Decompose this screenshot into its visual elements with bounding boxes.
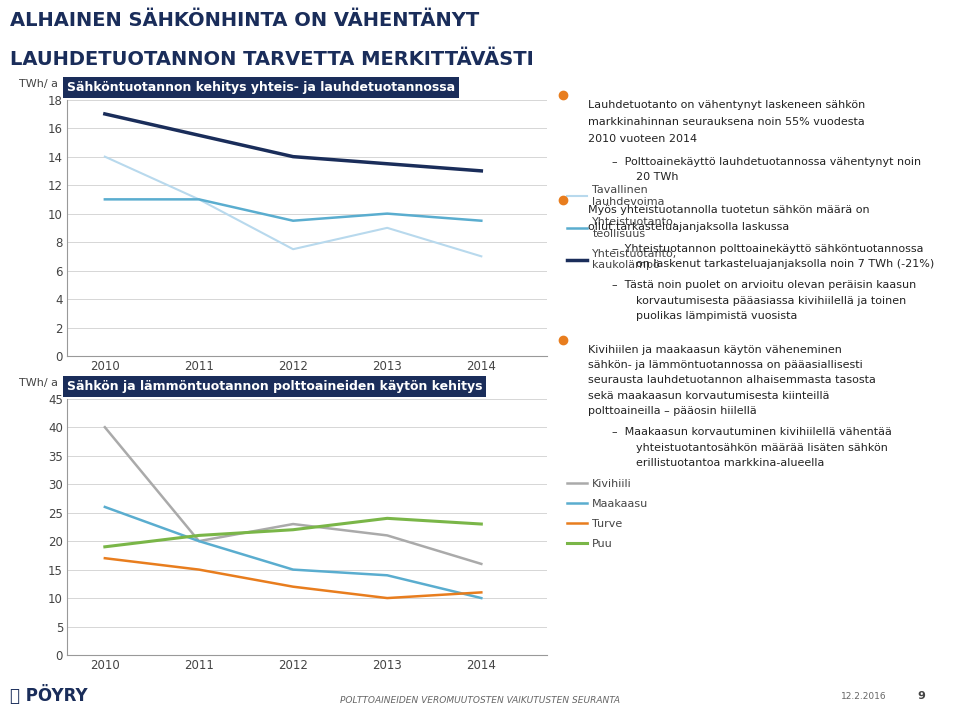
Text: Lauhdetuotanto on vähentynyt laskeneen sähkön: Lauhdetuotanto on vähentynyt laskeneen s… <box>588 100 865 110</box>
Text: yhteistuotantosähkön määrää lisäten sähkön: yhteistuotantosähkön määrää lisäten sähk… <box>636 443 888 453</box>
Text: sähkön- ja lämmöntuotannossa on pääasiallisesti: sähkön- ja lämmöntuotannossa on pääasial… <box>588 360 862 370</box>
Text: Myös yhteistuotannolla tuotetun sähkön määrä on: Myös yhteistuotannolla tuotetun sähkön m… <box>588 205 869 215</box>
Text: TWh/ a: TWh/ a <box>19 379 59 389</box>
Legend: Kivihiili, Maakaasu, Turve, Puu: Kivihiili, Maakaasu, Turve, Puu <box>563 475 653 553</box>
Text: seurausta lauhdetuotannon alhaisemmasta tasosta: seurausta lauhdetuotannon alhaisemmasta … <box>588 375 876 385</box>
Text: markkinahinnan seurauksena noin 55% vuodesta: markkinahinnan seurauksena noin 55% vuod… <box>588 117 864 127</box>
Text: –  Tästä noin puolet on arvioitu olevan peräisin kaasun: – Tästä noin puolet on arvioitu olevan p… <box>612 281 916 290</box>
Text: Kivihiilen ja maakaasun käytön väheneminen: Kivihiilen ja maakaasun käytön vähenemin… <box>588 345 841 355</box>
Text: ALHAINEN SÄHKÖNHINTA ON VÄHENTÄNYT: ALHAINEN SÄHKÖNHINTA ON VÄHENTÄNYT <box>10 11 479 30</box>
Text: 12.2.2016: 12.2.2016 <box>841 692 887 701</box>
Text: ollut tarkasteluajanjaksolla laskussa: ollut tarkasteluajanjaksolla laskussa <box>588 222 789 232</box>
Text: –  Polttoainekäyttö lauhdetuotannossa vähentynyt noin: – Polttoainekäyttö lauhdetuotannossa väh… <box>612 157 921 167</box>
Text: POLTTOAINEIDEN VEROMUUTOSTEN VAIKUTUSTEN SEURANTA: POLTTOAINEIDEN VEROMUUTOSTEN VAIKUTUSTEN… <box>340 696 620 705</box>
Text: Sähköntuotannon kehitys yhteis- ja lauhdetuotannossa: Sähköntuotannon kehitys yhteis- ja lauhd… <box>67 81 455 94</box>
Text: on laskenut tarkasteluajanjaksolla noin 7 TWh (-21%): on laskenut tarkasteluajanjaksolla noin … <box>636 259 934 269</box>
Text: Ⓟ PÖYRY: Ⓟ PÖYRY <box>10 685 87 705</box>
Text: polttoaineilla – pääosin hiilellä: polttoaineilla – pääosin hiilellä <box>588 406 756 416</box>
Text: puolikas lämpimistä vuosista: puolikas lämpimistä vuosista <box>636 311 797 321</box>
Legend: Tavallinen
lauhdevoima, Yhteistuotanto,
teollisuus, Yhteistuotanto,
kaukolämpö: Tavallinen lauhdevoima, Yhteistuotanto, … <box>563 181 682 275</box>
Text: 20 TWh: 20 TWh <box>636 172 679 182</box>
Text: korvautumisesta pääasiassa kivihiilellä ja toinen: korvautumisesta pääasiassa kivihiilellä … <box>636 295 906 305</box>
Text: sekä maakaasun korvautumisesta kiinteillä: sekä maakaasun korvautumisesta kiinteill… <box>588 391 829 401</box>
Text: 2010 vuoteen 2014: 2010 vuoteen 2014 <box>588 134 697 144</box>
Text: –  Yhteistuotannon polttoainekäyttö sähköntuotannossa: – Yhteistuotannon polttoainekäyttö sähkö… <box>612 244 924 253</box>
Text: erillistuotantoa markkina-alueella: erillistuotantoa markkina-alueella <box>636 458 825 468</box>
Text: Sähkön ja lämmöntuotannon polttoaineiden käytön kehitys: Sähkön ja lämmöntuotannon polttoaineiden… <box>67 380 483 393</box>
Text: TWh/ a: TWh/ a <box>19 80 59 90</box>
Text: 9: 9 <box>918 691 925 701</box>
Text: –  Maakaasun korvautuminen kivihiilellä vähentää: – Maakaasun korvautuminen kivihiilellä v… <box>612 427 892 437</box>
Text: LAUHDETUOTANNON TARVETTA MERKITTÄVÄSTI: LAUHDETUOTANNON TARVETTA MERKITTÄVÄSTI <box>10 50 534 69</box>
